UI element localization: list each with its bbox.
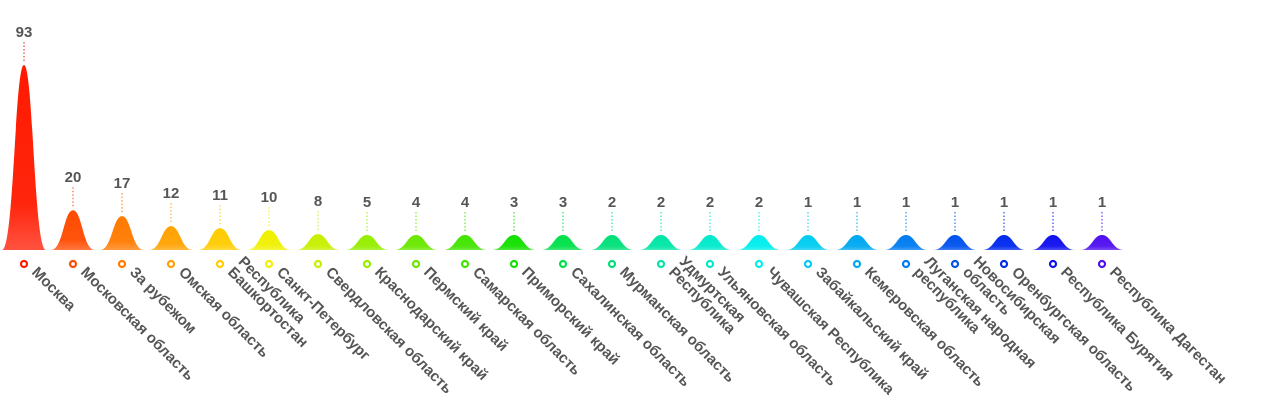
value-label-21: 1 [1000,194,1008,211]
category-label-9: Пермский край [420,264,511,355]
legend-marker-7 [313,259,323,269]
legend-marker-16 [754,259,764,269]
bar-5 [198,228,242,250]
legend-marker-11 [509,259,519,269]
value-label-15: 2 [706,194,714,211]
bar-19 [884,235,928,250]
value-label-5: 11 [212,187,228,204]
bar-22 [1031,235,1075,250]
value-label-7: 8 [314,193,322,210]
legend-marker-1 [19,259,29,269]
legend-marker-6 [264,259,274,269]
value-label-4: 12 [163,185,180,202]
category-label-1: Москва [28,264,79,315]
value-label-20: 1 [951,194,959,211]
bar-23 [1080,235,1124,250]
legend-marker-9 [411,259,421,269]
bar-4 [149,226,193,250]
bar-6 [247,230,291,250]
legend-marker-21 [999,259,1009,269]
value-label-2: 20 [65,169,82,186]
legend-marker-4 [166,259,176,269]
bar-13 [590,235,634,250]
legend-marker-14 [656,259,666,269]
legend-marker-22 [1048,259,1058,269]
legend-marker-13 [607,259,617,269]
bar-3 [100,216,144,250]
bar-1 [2,65,46,250]
legend-marker-20 [950,259,960,269]
value-label-23: 1 [1098,194,1106,211]
bar-20 [933,235,977,250]
legend-marker-15 [705,259,715,269]
bar-10 [443,235,487,250]
legend-marker-10 [460,259,470,269]
legend-marker-8 [362,259,372,269]
value-label-11: 3 [510,194,518,211]
legend-marker-12 [558,259,568,269]
bar-16 [737,235,781,250]
value-label-9: 4 [412,194,421,211]
bar-9 [394,235,438,250]
value-label-10: 4 [461,194,470,211]
value-label-16: 2 [755,194,763,211]
value-label-14: 2 [657,194,665,211]
legend-marker-2 [68,259,78,269]
value-label-22: 1 [1049,194,1057,211]
bar-18 [835,235,879,250]
value-label-17: 1 [804,194,812,211]
legend-marker-5 [215,259,225,269]
legend-marker-19 [901,259,911,269]
legend-marker-18 [852,259,862,269]
value-label-1: 93 [16,24,33,41]
bar-14 [639,235,683,250]
bar-8 [345,235,389,250]
bar-2 [51,210,95,250]
value-label-3: 17 [114,175,131,192]
value-label-18: 1 [853,194,861,211]
bar-17 [786,235,830,250]
legend-marker-17 [803,259,813,269]
value-label-13: 2 [608,194,616,211]
value-label-6: 10 [261,189,278,206]
value-label-19: 1 [902,194,910,211]
legend-marker-23 [1097,259,1107,269]
bar-11 [492,235,536,250]
bar-15 [688,235,732,250]
bar-21 [982,235,1026,250]
value-label-8: 5 [363,194,371,211]
bar-12 [541,235,585,250]
value-label-12: 3 [559,194,567,211]
legend-marker-3 [117,259,127,269]
bar-7 [296,234,340,250]
